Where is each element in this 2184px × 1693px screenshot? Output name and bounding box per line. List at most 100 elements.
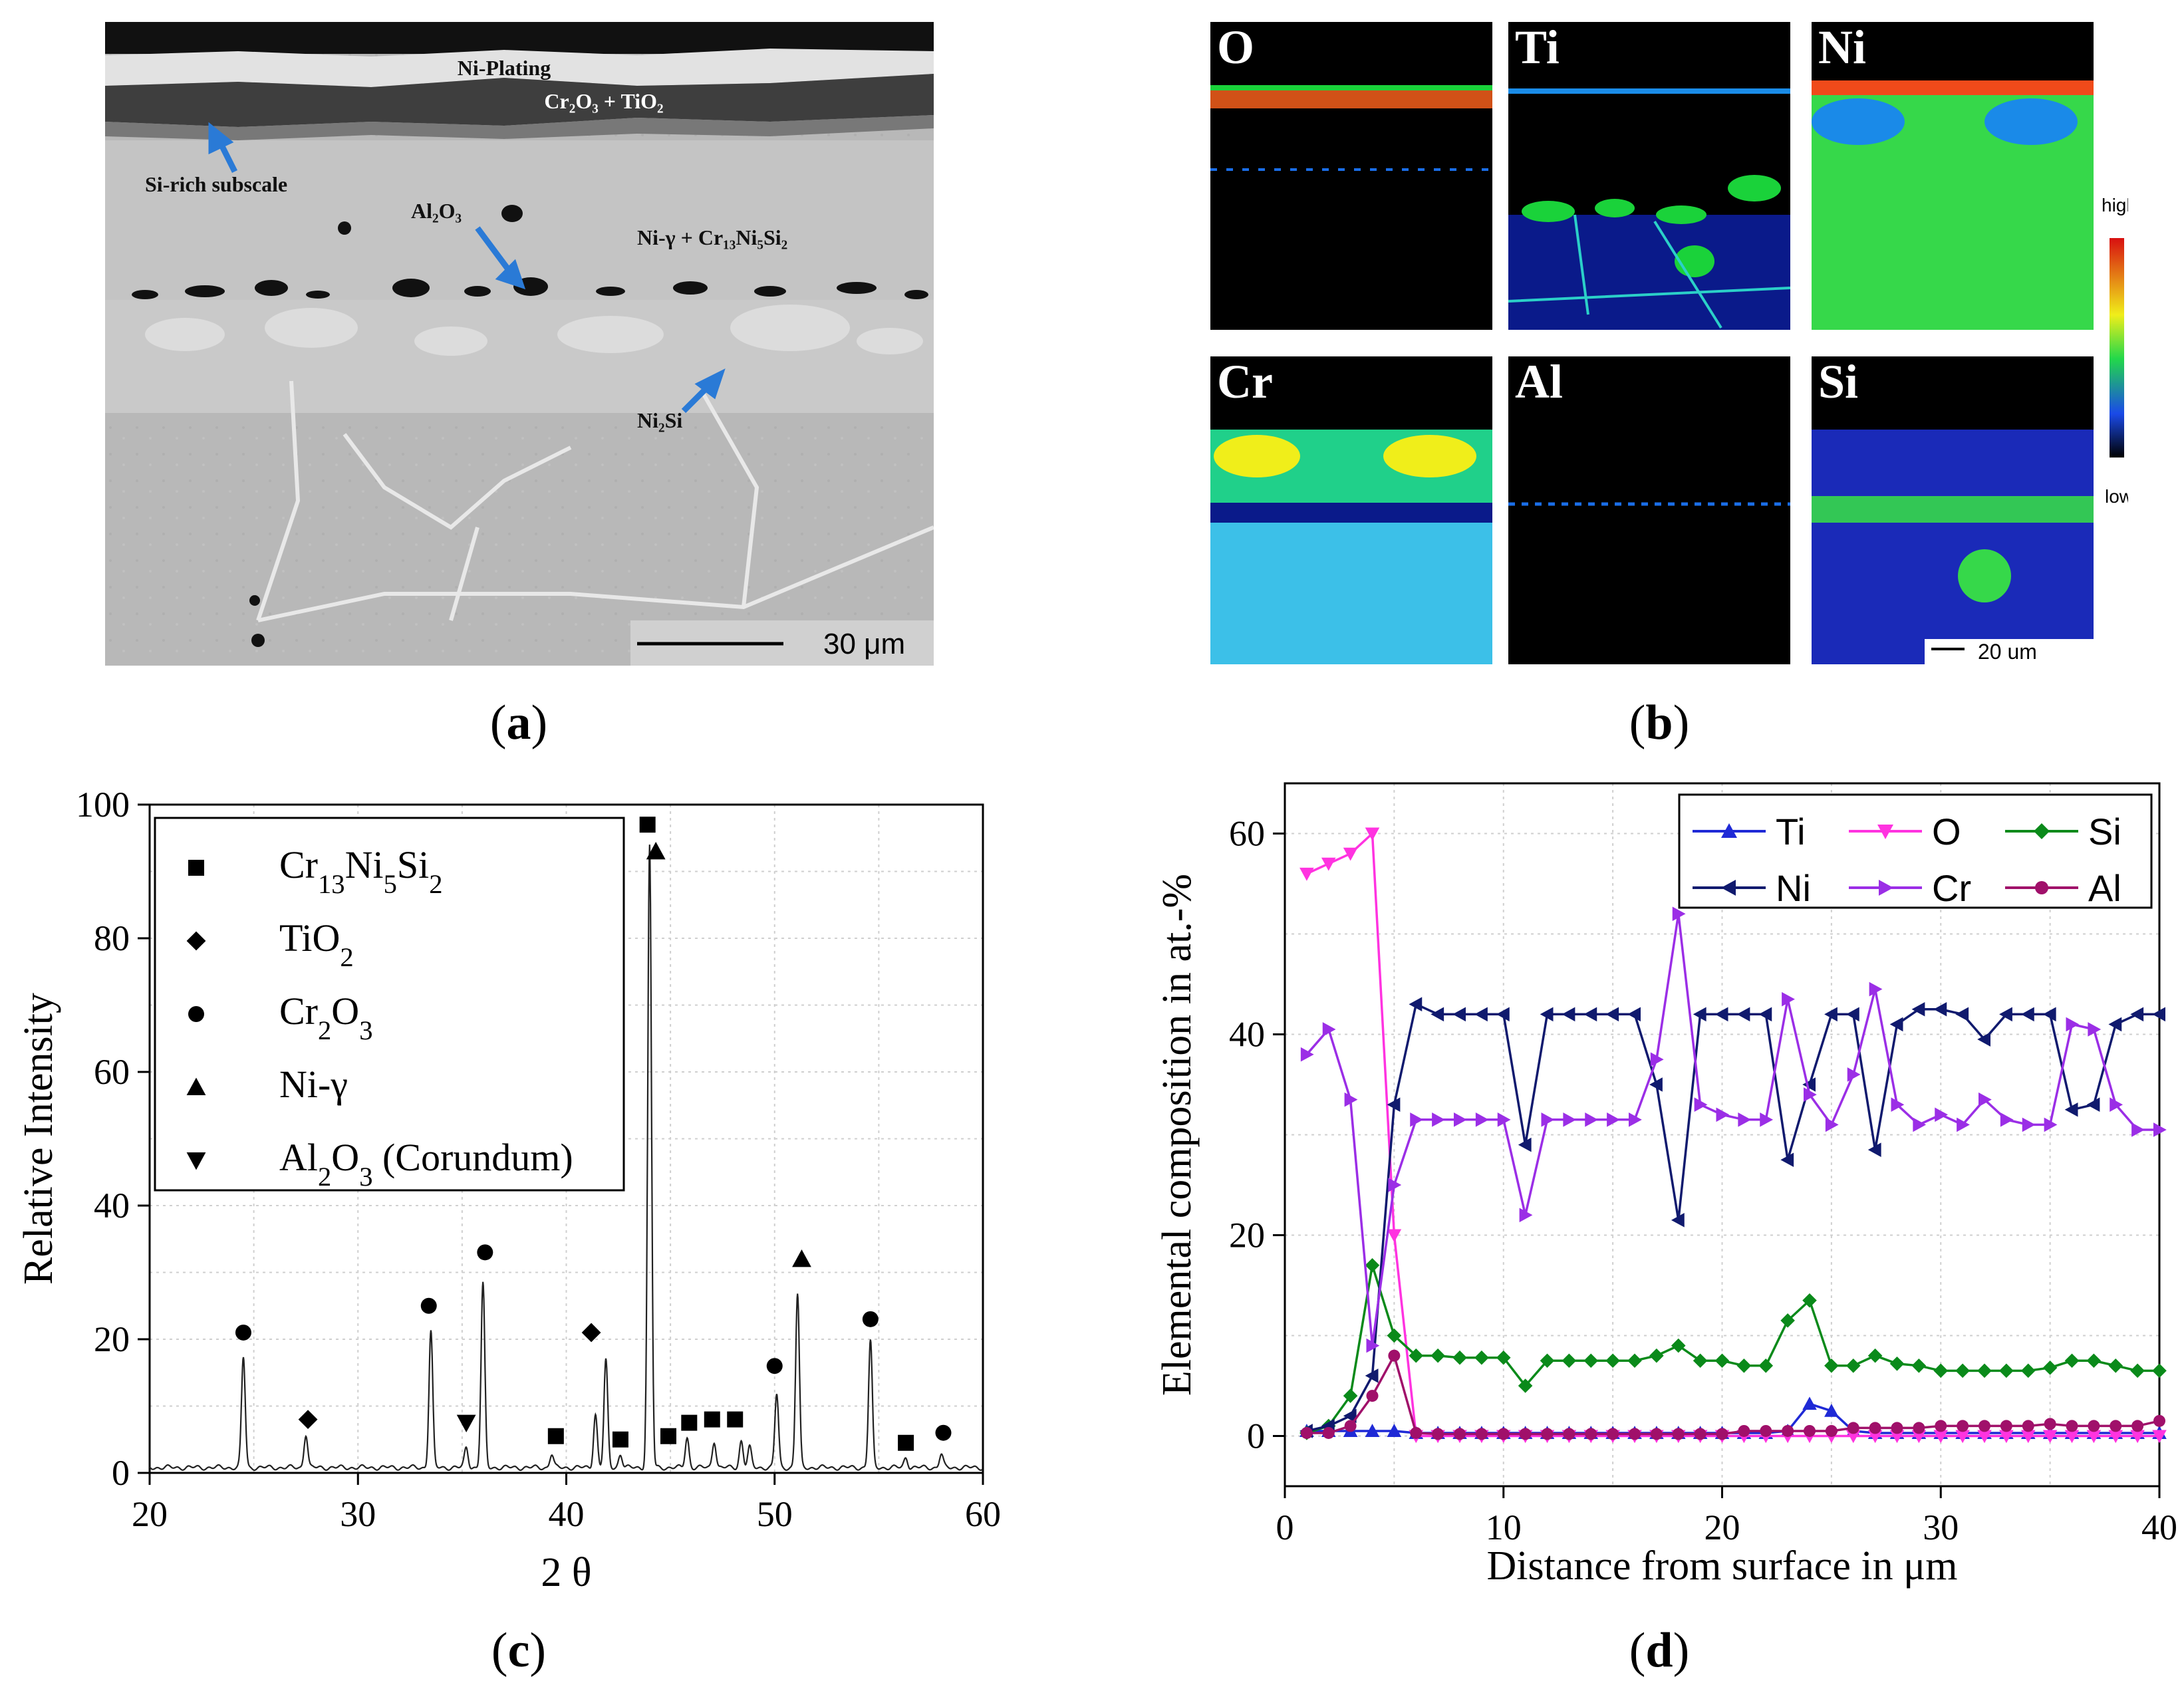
data-point [1845, 1007, 1859, 1022]
phase-marker-triangle-down [456, 1414, 476, 1433]
data-point [1629, 1428, 1641, 1440]
data-point [1541, 1428, 1554, 1440]
data-point [2086, 1353, 2102, 1368]
data-point [2153, 1414, 2165, 1427]
legend-marker [2035, 881, 2048, 894]
data-point [1540, 1353, 1555, 1368]
x-tick-label: 30 [1923, 1507, 1959, 1547]
data-point [1497, 1428, 1510, 1440]
data-point [1867, 1348, 1883, 1363]
data-point [1935, 1107, 1949, 1122]
data-point [1366, 1338, 1380, 1353]
legend-marker [1877, 825, 1893, 839]
data-point [1867, 1430, 1883, 1444]
data-point [1585, 1428, 1597, 1440]
data-point [1999, 1363, 2014, 1378]
data-point [1322, 1022, 1336, 1037]
data-point [2042, 1430, 2058, 1444]
data-point [2000, 1112, 2014, 1127]
y-axis-label: Relative Intensity [16, 993, 61, 1285]
data-point [2064, 1102, 2078, 1117]
data-point [1804, 1087, 1817, 1102]
data-point [1629, 1112, 1642, 1127]
y-tick-label: 20 [1229, 1216, 1265, 1255]
data-point [1519, 1208, 1533, 1223]
data-point [1911, 1430, 1927, 1444]
caption-c: (c) [491, 1623, 547, 1678]
data-point [1583, 1007, 1597, 1022]
data-point [2152, 1007, 2165, 1022]
y-tick-label: 40 [94, 1186, 130, 1226]
data-point [1672, 906, 1686, 922]
data-point [1716, 1107, 1730, 1122]
legend-label: Ni [1776, 867, 1811, 909]
data-point [1716, 1428, 1728, 1440]
data-point [1782, 1424, 1794, 1437]
label-ni-plating: Ni-Plating [458, 56, 551, 80]
panel-c: 20 30 40 50 60 0 20 40 60 80 100 2 θ Relative Intens… [0, 765, 1024, 1629]
data-point [1387, 1229, 1402, 1243]
data-point [1979, 1420, 1990, 1432]
data-point [2110, 1097, 2123, 1112]
series-ni [1299, 997, 2165, 1438]
data-point [1431, 1007, 1444, 1022]
phase-marker-square [639, 817, 656, 833]
data-point [1496, 1007, 1510, 1022]
data-point [1955, 1363, 1970, 1378]
map-label-si: Si [1818, 355, 1858, 408]
legend-marker [1721, 880, 1736, 896]
data-point [2022, 1117, 2036, 1132]
data-point [1452, 1007, 1466, 1022]
data-point [1300, 1047, 1314, 1062]
data-point [1869, 1422, 1881, 1434]
data-point [1541, 1112, 1555, 1127]
data-point [1649, 1077, 1663, 1092]
legend-marker [2034, 823, 2050, 839]
data-point [1344, 1092, 1358, 1107]
data-point [2020, 1430, 2036, 1444]
map-al: Al [1508, 355, 1790, 664]
data-point [2020, 1363, 2036, 1378]
data-point [1933, 1001, 1947, 1017]
data-point [1605, 1353, 1620, 1368]
phase-marker-circle [935, 1424, 952, 1441]
y-tick-label: 60 [94, 1052, 130, 1092]
data-point [1409, 997, 1423, 1011]
x-tick-label: 50 [757, 1494, 793, 1534]
data-point [1738, 1112, 1752, 1127]
map-label-ti: Ti [1515, 22, 1560, 74]
x-tick-label: 30 [340, 1494, 376, 1534]
data-point [1627, 1353, 1642, 1368]
legend-box [154, 817, 625, 1192]
data-point [1911, 1359, 1927, 1373]
data-point [1607, 1428, 1619, 1440]
label-matrix: Ni-γ + Cr₁₃Ni₅Si₂ [637, 225, 787, 249]
series-line [1306, 1353, 2160, 1436]
phase-marker-square [727, 1411, 744, 1428]
legend-box [1678, 793, 2153, 909]
data-point [2088, 1022, 2102, 1037]
x-axis-label: 2 θ [541, 1550, 591, 1595]
data-point [1891, 1097, 1905, 1112]
data-point [1714, 1007, 1728, 1022]
data-point [1563, 1428, 1575, 1440]
data-point [1519, 1428, 1532, 1440]
data-point [1977, 1430, 1992, 1444]
data-point [1321, 857, 1336, 871]
series-si [1299, 1258, 2167, 1440]
phase-marker-circle [477, 1244, 493, 1261]
data-point [2108, 1017, 2122, 1032]
data-point [1671, 1338, 1686, 1353]
data-point [1475, 1428, 1488, 1440]
data-point [1867, 1142, 1881, 1157]
data-point [1935, 1420, 1947, 1432]
data-point [1933, 1430, 1949, 1444]
map-o: O [1210, 21, 1492, 330]
y-tick-label: 0 [112, 1453, 130, 1493]
data-point [2131, 1420, 2144, 1432]
legend-label: Cr [1932, 867, 1971, 909]
data-point [2020, 1007, 2034, 1022]
colorbar [2110, 238, 2124, 457]
y-tick-label: 20 [94, 1319, 130, 1359]
xrd-trace [149, 845, 984, 1472]
